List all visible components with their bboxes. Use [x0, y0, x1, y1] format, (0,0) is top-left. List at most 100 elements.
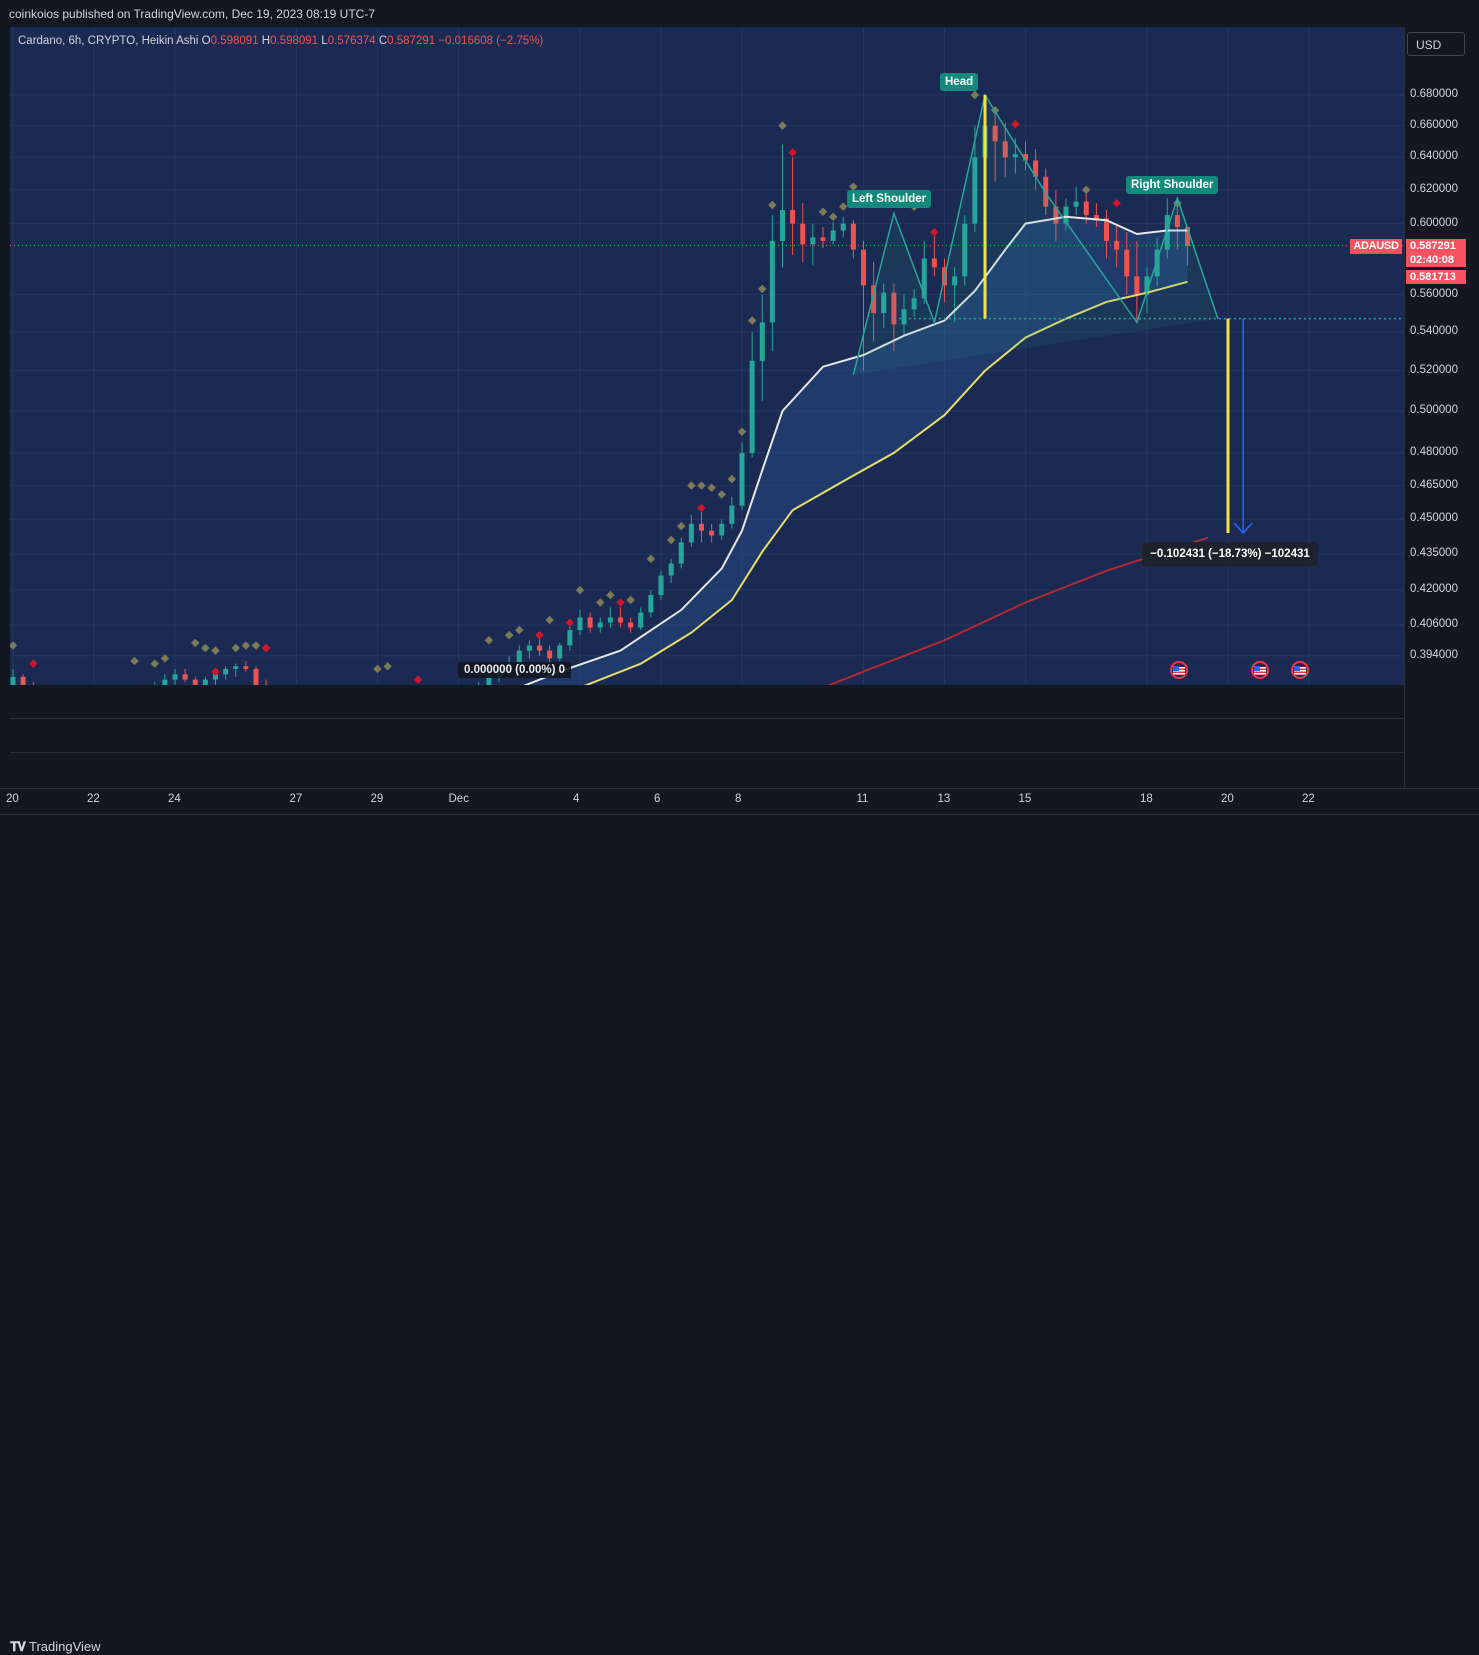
candle-body [233, 666, 238, 669]
candle-body [598, 622, 603, 627]
signal-marker-up [667, 536, 675, 544]
candle-body [254, 669, 259, 685]
candle-body [932, 258, 937, 267]
candle-body [800, 224, 805, 245]
price-tick-label: 0.420000 [1410, 583, 1458, 595]
time-tick-label: 8 [735, 793, 741, 805]
currency-button[interactable]: USD [1407, 32, 1465, 56]
candle-body [729, 506, 734, 524]
candle-body [679, 542, 684, 563]
candle-body [719, 524, 724, 536]
candle-body [567, 630, 572, 645]
brand-text: TradingView [29, 1639, 101, 1654]
signal-marker-up [707, 484, 715, 492]
pane-divider [10, 752, 1404, 753]
signal-marker-down [788, 148, 796, 156]
legend-high-label: H [262, 35, 270, 47]
candle-body [1124, 250, 1129, 277]
signal-marker-up [829, 213, 837, 221]
right-shoulder-label[interactable]: Right Shoulder [1126, 176, 1218, 194]
signal-marker-up [647, 555, 655, 563]
time-tick-label: 27 [290, 793, 303, 805]
signal-marker-up [606, 591, 614, 599]
time-tick-label: 29 [371, 793, 384, 805]
candle-body [618, 617, 623, 622]
candle-body [173, 674, 178, 679]
price-tick-label: 0.500000 [1410, 404, 1458, 416]
signal-marker-up [596, 598, 604, 606]
tradingview-logo[interactable]: 𝐓𝐕 TradingView [10, 1639, 101, 1655]
chart-pane[interactable] [10, 27, 1404, 685]
us-flag-event-icon[interactable] [1251, 661, 1269, 679]
open-price-label: 0.581713 [1406, 270, 1466, 284]
signal-marker-up [971, 91, 979, 99]
time-tick-label: 15 [1019, 793, 1032, 805]
candle-body [851, 224, 856, 250]
time-tick-label: 13 [938, 793, 951, 805]
price-tick-label: 0.450000 [1410, 512, 1458, 524]
candle-body [841, 224, 846, 231]
signal-marker-up [242, 641, 250, 649]
candle-body [557, 645, 562, 658]
signal-marker-up [758, 285, 766, 293]
left-shoulder-label[interactable]: Left Shoulder [847, 190, 931, 208]
candle-body [810, 237, 815, 244]
signal-marker-down [414, 675, 422, 683]
indicator-pane[interactable] [10, 685, 1404, 788]
candle-body [1094, 215, 1099, 218]
legend-open-value: 0.598091 [211, 35, 259, 47]
signal-marker-down [1011, 120, 1019, 128]
us-flag-event-icon[interactable] [1170, 661, 1188, 679]
time-tick-label: 24 [168, 793, 181, 805]
measure-label[interactable]: −0.102431 (−18.73%) −102431 [1142, 542, 1318, 566]
signal-marker-down [262, 644, 270, 652]
time-tick-label: 20 [1221, 793, 1234, 805]
time-tick-label: 4 [573, 793, 579, 805]
head-label[interactable]: Head [940, 73, 978, 91]
signal-marker-up [576, 586, 584, 594]
candle-body [790, 210, 795, 224]
price-tick-label: 0.465000 [1410, 479, 1458, 491]
price-tick-label: 0.540000 [1410, 325, 1458, 337]
candle-body [183, 674, 188, 679]
price-tick-label: 0.600000 [1410, 217, 1458, 229]
signal-marker-up [738, 428, 746, 436]
signal-marker-up [819, 207, 827, 215]
candle-body [1084, 202, 1089, 215]
signal-marker-up [677, 522, 685, 530]
candle-body [223, 669, 228, 674]
signal-marker-down [211, 667, 219, 675]
candle-body [588, 617, 593, 627]
candle-body [669, 564, 674, 576]
signal-marker-up [211, 646, 219, 654]
candle-body [780, 210, 785, 241]
signal-marker-up [697, 481, 705, 489]
candle-body [638, 612, 643, 627]
candle-body [486, 677, 491, 685]
countdown-label: 02:40:08 [1406, 253, 1466, 267]
symbol-price-tag: ADAUSD [1350, 239, 1402, 254]
chart-svg[interactable] [10, 27, 1404, 685]
signal-marker-up [768, 201, 776, 209]
tv-logo-icon: 𝐓𝐕 [10, 1639, 25, 1654]
signal-marker-down [29, 659, 37, 667]
candle-body [709, 531, 714, 536]
price-tick-label: 0.480000 [1410, 446, 1458, 458]
price-tick-label: 0.620000 [1410, 183, 1458, 195]
signal-marker-up [232, 644, 240, 652]
us-flag-event-icon[interactable] [1291, 661, 1309, 679]
signal-marker-up [191, 639, 199, 647]
time-tick-label: Dec [449, 793, 469, 805]
zero-measure-label[interactable]: 0.000000 (0.00%) 0 [458, 662, 571, 678]
candle-body [861, 250, 866, 286]
time-tick-label: 22 [1302, 793, 1315, 805]
candle-body [689, 524, 694, 543]
candle-body [770, 241, 775, 323]
pane-divider [10, 718, 1404, 719]
signal-marker-up [373, 665, 381, 673]
candle-body [1074, 202, 1079, 207]
price-tick-label: 0.406000 [1410, 618, 1458, 630]
signal-marker-up [626, 596, 634, 604]
candle-body [547, 651, 552, 659]
